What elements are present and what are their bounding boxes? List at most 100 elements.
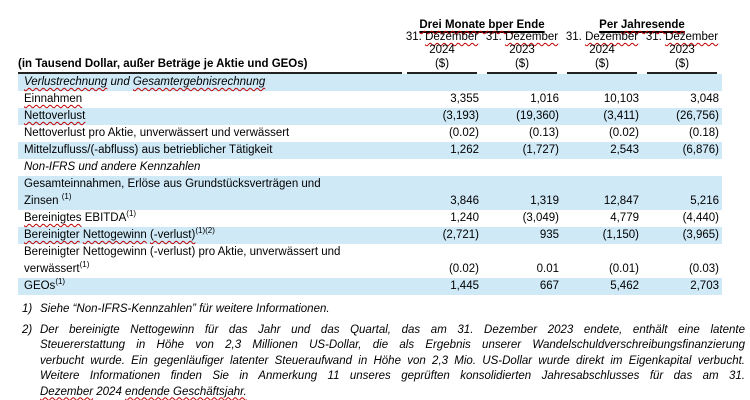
- column-year: 2023: [509, 44, 535, 56]
- value-cell: (2,721): [402, 227, 482, 244]
- value-cell: 10,103: [603, 93, 639, 105]
- table-row: Bereinigtes EBITDA(1) 1,240 (3,049) 4,779 (4…: [18, 210, 722, 227]
- value-cell: (0.02): [608, 127, 639, 139]
- header-spacer: [18, 44, 402, 57]
- text-segment: Verlustrechnung: [24, 76, 108, 88]
- value-cell: 3,048: [690, 93, 719, 105]
- column-unit: ($): [402, 57, 482, 74]
- footnote-marker: 2): [22, 323, 33, 336]
- text-segment: 31.: [565, 31, 586, 43]
- value-cell: 0.01: [536, 263, 559, 275]
- footnote-text: Siehe “Non-IFRS-Kennzahlen” für weitere …: [40, 302, 745, 318]
- text-segment: 31.: [485, 31, 506, 43]
- section-row: Verlustrechnung und Gesamtergebnisrechnu…: [18, 74, 722, 91]
- text-segment: Dezember: [665, 31, 719, 43]
- row-label: Bereinigter Nettogewinn (-verlust) pro A…: [18, 244, 402, 278]
- row-label: GEOs(1): [18, 278, 402, 295]
- table-row: Mittelzufluss/(-abfluss) aus betrieblich…: [18, 142, 722, 159]
- text-segment: verbucht wurde. Ein gegenläufiger latent…: [40, 354, 745, 367]
- table-header: Drei Monate bper Ende Per Jahresende 31.…: [18, 14, 722, 74]
- footnote-line: Weitere Informationen finden Sie in Anme…: [40, 369, 745, 385]
- row-label: Nettoverlust: [18, 108, 402, 125]
- footnote-reference: (1)(2): [195, 226, 215, 236]
- footnote-line: Der bereinigte Nettogewinn für das Jahr …: [40, 323, 745, 339]
- value-cell: (0.01): [608, 263, 639, 275]
- column-year: 2023: [669, 44, 695, 56]
- value-cell: (0.02): [448, 263, 479, 275]
- footnote-reference: (1): [79, 260, 90, 270]
- text-segment: Jahresende: [620, 19, 685, 31]
- text-segment: Nettoverlust: [24, 110, 86, 122]
- footnote-reference: (1): [61, 192, 72, 202]
- value-cell: (19,360): [482, 108, 562, 125]
- column-unit: ($): [642, 57, 722, 74]
- table-row: Bereinigter Nettogewinn (-verlust)(1)(2)…: [18, 227, 722, 244]
- text-segment: Der bereinigte Nettogewinn für das Jahr …: [40, 323, 745, 336]
- value-cell: (0.03): [688, 263, 719, 275]
- footnote-text: Der bereinigte Nettogewinn für das Jahr …: [40, 323, 745, 400]
- group-header-label: Per Jahresende: [599, 19, 685, 31]
- section-label: Non-IFRS und andere Kennzahlen: [18, 159, 722, 176]
- row-label: Bereinigtes EBITDA(1): [18, 210, 402, 227]
- text-segment: 31.: [405, 31, 426, 43]
- text-segment: Weitere Informationen finden Sie in Anme…: [40, 370, 745, 382]
- financial-table: Drei Monate bper Ende Per Jahresende 31.…: [18, 14, 722, 295]
- section-label: Verlustrechnung und Gesamtergebnisrechnu…: [18, 74, 722, 91]
- text-segment: Siehe “Non-IFRS-Kennzahlen” für weitere …: [40, 303, 330, 315]
- header-spacer: [18, 31, 402, 44]
- value-cell: 4,779: [610, 212, 639, 224]
- group-header-label: Drei Monate bper Ende: [419, 19, 544, 31]
- table-row: Bereinigter Nettogewinn (-verlust) pro A…: [18, 244, 722, 278]
- value-cell: (0.13): [528, 127, 559, 139]
- column-unit-label: ($): [487, 57, 557, 74]
- text-segment: 2024: [93, 385, 126, 398]
- column-date: 31. Dezember: [482, 31, 562, 44]
- footnote-marker: 1): [22, 303, 33, 315]
- row-label: Nettoverlust pro Aktie, unverwässert und…: [18, 125, 402, 142]
- text-segment: 31.: [645, 31, 666, 43]
- text-segment: (-verlust): [149, 229, 196, 241]
- text-segment: endende Geschäftsjahr.: [125, 385, 247, 398]
- text-segment: Non-IFRS und andere Kennzahlen: [24, 161, 201, 173]
- footnote-reference: (1): [55, 277, 66, 287]
- value-cell: 935: [482, 227, 562, 244]
- column-year: 2024: [429, 44, 455, 56]
- footnotes: 1) Siehe “Non-IFRS-Kennzahlen” für weiter…: [22, 302, 745, 400]
- text-segment: Nettoverlust pro Aktie, unverwässert und…: [24, 127, 290, 139]
- footnote-line: Siehe “Non-IFRS-Kennzahlen” für weitere …: [40, 302, 745, 318]
- header-spacer: [18, 14, 402, 31]
- table-row: Nettoverlust (3,193) (19,360) (3,411) (26,75…: [18, 108, 722, 125]
- value-cell: 12,847: [562, 176, 642, 210]
- footnote-line: verbucht wurde. Ein gegenläufiger latent…: [40, 354, 745, 370]
- value-cell: 5,216: [642, 176, 722, 210]
- value-cell: 1,016: [530, 93, 559, 105]
- table-row: Nettoverlust pro Aktie, unverwässert und…: [18, 125, 722, 142]
- value-cell: 3,846: [402, 176, 482, 210]
- text-segment: Dezember: [425, 31, 479, 43]
- text-segment: Steuererstattung in Höhe von 2,3 Million…: [40, 339, 745, 351]
- value-cell: 3,355: [450, 93, 479, 105]
- text-segment: verwässert: [24, 263, 80, 275]
- row-label: Einnahmen: [18, 91, 402, 108]
- row-label: Bereinigter Nettogewinn (-verlust)(1)(2): [18, 227, 402, 244]
- unit-header-row: (in Tausend Dollar, außer Beträge je Akt…: [18, 57, 722, 74]
- column-unit-label: ($): [407, 57, 477, 74]
- text-segment: Zinsen: [24, 195, 62, 207]
- text-segment: Dezember: [505, 31, 559, 43]
- text-segment: und: [107, 76, 133, 88]
- value-cell: 5,462: [562, 278, 642, 295]
- column-year: 2024: [589, 44, 615, 56]
- column-date: 31. Dezember: [642, 31, 722, 44]
- row-header-label: (in Tausend Dollar, außer Beträge je Akt…: [18, 57, 402, 74]
- table-body: Verlustrechnung und Gesamtergebnisrechnu…: [18, 74, 722, 295]
- group-header-row: Drei Monate bper Ende Per Jahresende: [18, 14, 722, 31]
- text-segment: EBITDA: [81, 212, 127, 224]
- value-cell: 2,543: [562, 142, 642, 159]
- value-cell: 1,240: [450, 212, 479, 224]
- text-segment: Per: [599, 19, 621, 31]
- value-cell: (4,440): [682, 212, 719, 224]
- value-cell: (3,965): [642, 227, 722, 244]
- row-label: Gesamteinnahmen, Erlöse aus Grundstücksv…: [18, 176, 402, 210]
- footnote: 1) Siehe “Non-IFRS-Kennzahlen” für weiter…: [22, 302, 745, 318]
